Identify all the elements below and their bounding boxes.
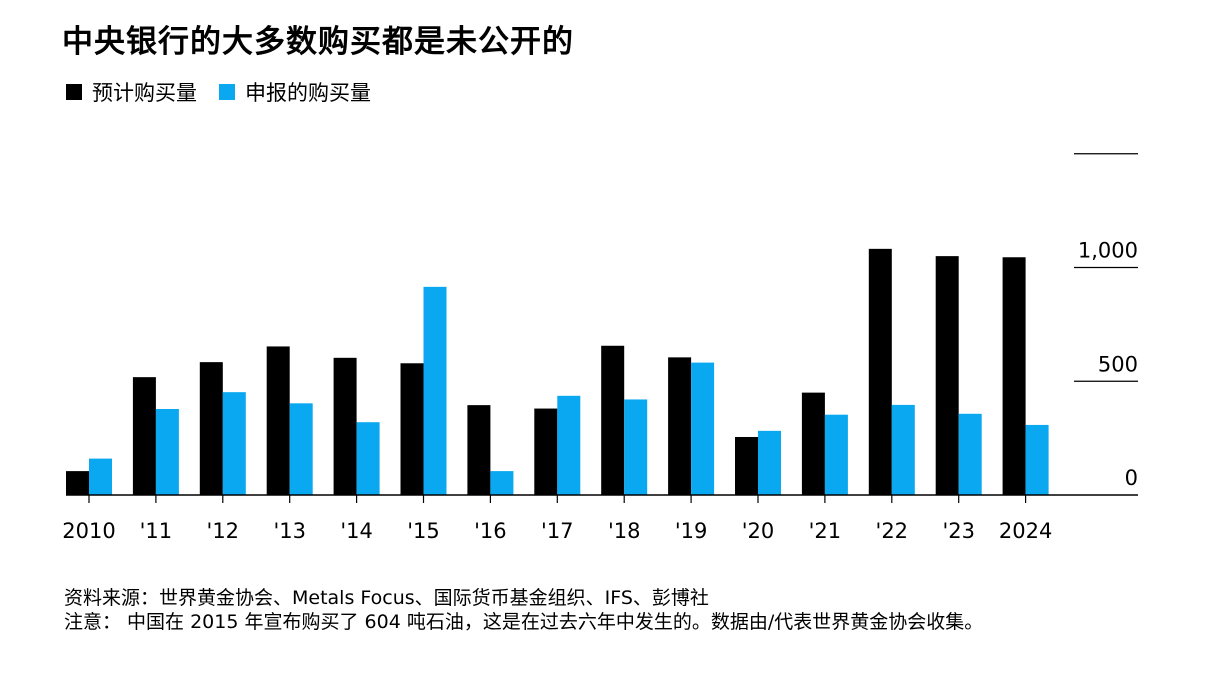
bar-estimated-11 bbox=[801, 392, 825, 495]
bar-reported-5 bbox=[423, 286, 447, 495]
bar-reported-11 bbox=[824, 414, 848, 495]
bar-reported-9 bbox=[691, 362, 715, 495]
bar-estimated-12 bbox=[868, 248, 892, 495]
bar-reported-10 bbox=[758, 430, 781, 495]
chart-title: 中央银行的大多数购买都是未公开的 bbox=[62, 24, 574, 60]
bar-reported-0 bbox=[89, 458, 112, 495]
bar-reported-6 bbox=[490, 471, 514, 495]
legend-swatch-estimated bbox=[66, 84, 82, 100]
x-tick-label-6: '16 bbox=[474, 519, 507, 543]
bar-estimated-5 bbox=[400, 363, 424, 495]
x-tick-label-1: '11 bbox=[140, 519, 173, 543]
x-tick-label-0: 2010 bbox=[62, 519, 115, 543]
x-tick-label-12: '22 bbox=[876, 519, 909, 543]
x-tick-label-2: '12 bbox=[207, 519, 240, 543]
x-tick-label-10: '20 bbox=[742, 519, 775, 543]
x-tick-label-5: '15 bbox=[407, 519, 440, 543]
bar-estimated-4 bbox=[333, 357, 357, 495]
bar-reported-3 bbox=[289, 403, 313, 495]
legend: 预计购买量 申报的购买量 bbox=[66, 77, 393, 107]
bar-estimated-10 bbox=[735, 436, 758, 495]
bar-reported-2 bbox=[222, 392, 246, 495]
bar-reported-13 bbox=[958, 413, 982, 495]
legend-swatch-reported bbox=[219, 84, 235, 100]
legend-label-estimated: 预计购买量 bbox=[92, 81, 197, 105]
bar-estimated-1 bbox=[132, 377, 156, 495]
bar-estimated-3 bbox=[266, 346, 290, 495]
y-tick-label-1: 500 bbox=[1098, 352, 1138, 376]
bar-estimated-6 bbox=[467, 405, 491, 495]
x-tick-label-13: '23 bbox=[942, 519, 975, 543]
x-tick-label-11: '21 bbox=[809, 519, 842, 543]
bar-estimated-9 bbox=[668, 357, 692, 495]
bar-reported-14 bbox=[1025, 424, 1049, 495]
chart-note: 注意： 中国在 2015 年宣布购买了 604 吨石油，这是在过去六年中发生的。… bbox=[64, 611, 984, 633]
bar-estimated-7 bbox=[534, 408, 558, 495]
bar-reported-7 bbox=[557, 395, 581, 495]
chart-footer: 资料来源：世界黄金协会、Metals Focus、国际货币基金组织、IFS、彭博… bbox=[64, 586, 1124, 634]
bar-estimated-2 bbox=[199, 362, 223, 495]
bar-reported-1 bbox=[155, 409, 179, 495]
x-tick-label-4: '14 bbox=[340, 519, 373, 543]
bar-estimated-13 bbox=[935, 256, 959, 495]
bar-reported-8 bbox=[624, 399, 648, 495]
x-tick-label-9: '19 bbox=[675, 519, 708, 543]
bar-estimated-0 bbox=[66, 471, 89, 495]
legend-item-reported: 申报的购买量 bbox=[219, 77, 371, 107]
bar-estimated-14 bbox=[1002, 257, 1026, 495]
y-tick-label-0: 0 bbox=[1125, 466, 1138, 490]
x-tick-label-3: '13 bbox=[273, 519, 306, 543]
legend-item-estimated: 预计购买量 bbox=[66, 77, 197, 107]
x-tick-label-7: '17 bbox=[541, 519, 574, 543]
source-note: 资料来源：世界黄金协会、Metals Focus、国际货币基金组织、IFS、彭博… bbox=[64, 587, 709, 609]
x-tick-label-14: 2024 bbox=[999, 519, 1052, 543]
bar-estimated-8 bbox=[601, 345, 625, 495]
y-tick-label-2: 1,000 bbox=[1078, 239, 1138, 263]
legend-label-reported: 申报的购买量 bbox=[245, 81, 371, 105]
x-tick-label-8: '18 bbox=[608, 519, 641, 543]
bar-reported-4 bbox=[356, 422, 380, 495]
bar-reported-12 bbox=[891, 404, 915, 495]
